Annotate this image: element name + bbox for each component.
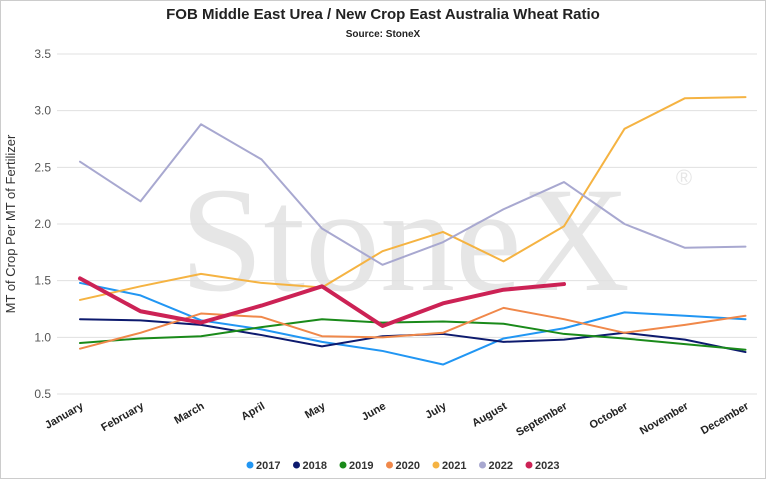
series-line: [79, 318, 747, 351]
series-line: [79, 123, 747, 266]
legend-marker: [525, 461, 533, 469]
legend-label: 2017: [256, 460, 280, 472]
chart-subtitle: Source: StoneX: [346, 29, 421, 40]
legend-marker: [246, 461, 254, 469]
legend-label: 2022: [489, 460, 513, 472]
y-tick-label: 1.0: [34, 330, 51, 344]
chart-title: FOB Middle East Urea / New Crop East Aus…: [166, 6, 600, 23]
legend-label: 2021: [442, 460, 466, 472]
series-line: [79, 306, 747, 350]
y-tick-label: 3.5: [34, 47, 51, 61]
y-tick-label: 1.5: [34, 274, 51, 288]
legend-marker: [432, 461, 440, 469]
legend-label: 2018: [303, 460, 327, 472]
series-line: [78, 276, 566, 328]
y-tick-label: 0.5: [34, 387, 51, 401]
legend-marker: [293, 461, 300, 469]
legend-label: 2019: [349, 460, 373, 472]
y-axis-label: MT of Crop Per MT of Fertilizer: [3, 134, 18, 313]
legend-marker: [339, 461, 347, 469]
legend-label: 2023: [535, 460, 559, 472]
watermark: StoneX: [180, 157, 630, 323]
series-line: [79, 96, 747, 301]
y-tick-label: 2.5: [34, 160, 51, 174]
y-tick-label: 3.0: [34, 104, 51, 118]
legend-marker: [386, 461, 393, 469]
watermark-symbol: ®: [676, 165, 692, 190]
y-tick-label: 2.0: [34, 217, 51, 231]
legend-label: 2020: [396, 460, 420, 472]
legend-marker: [479, 461, 486, 469]
